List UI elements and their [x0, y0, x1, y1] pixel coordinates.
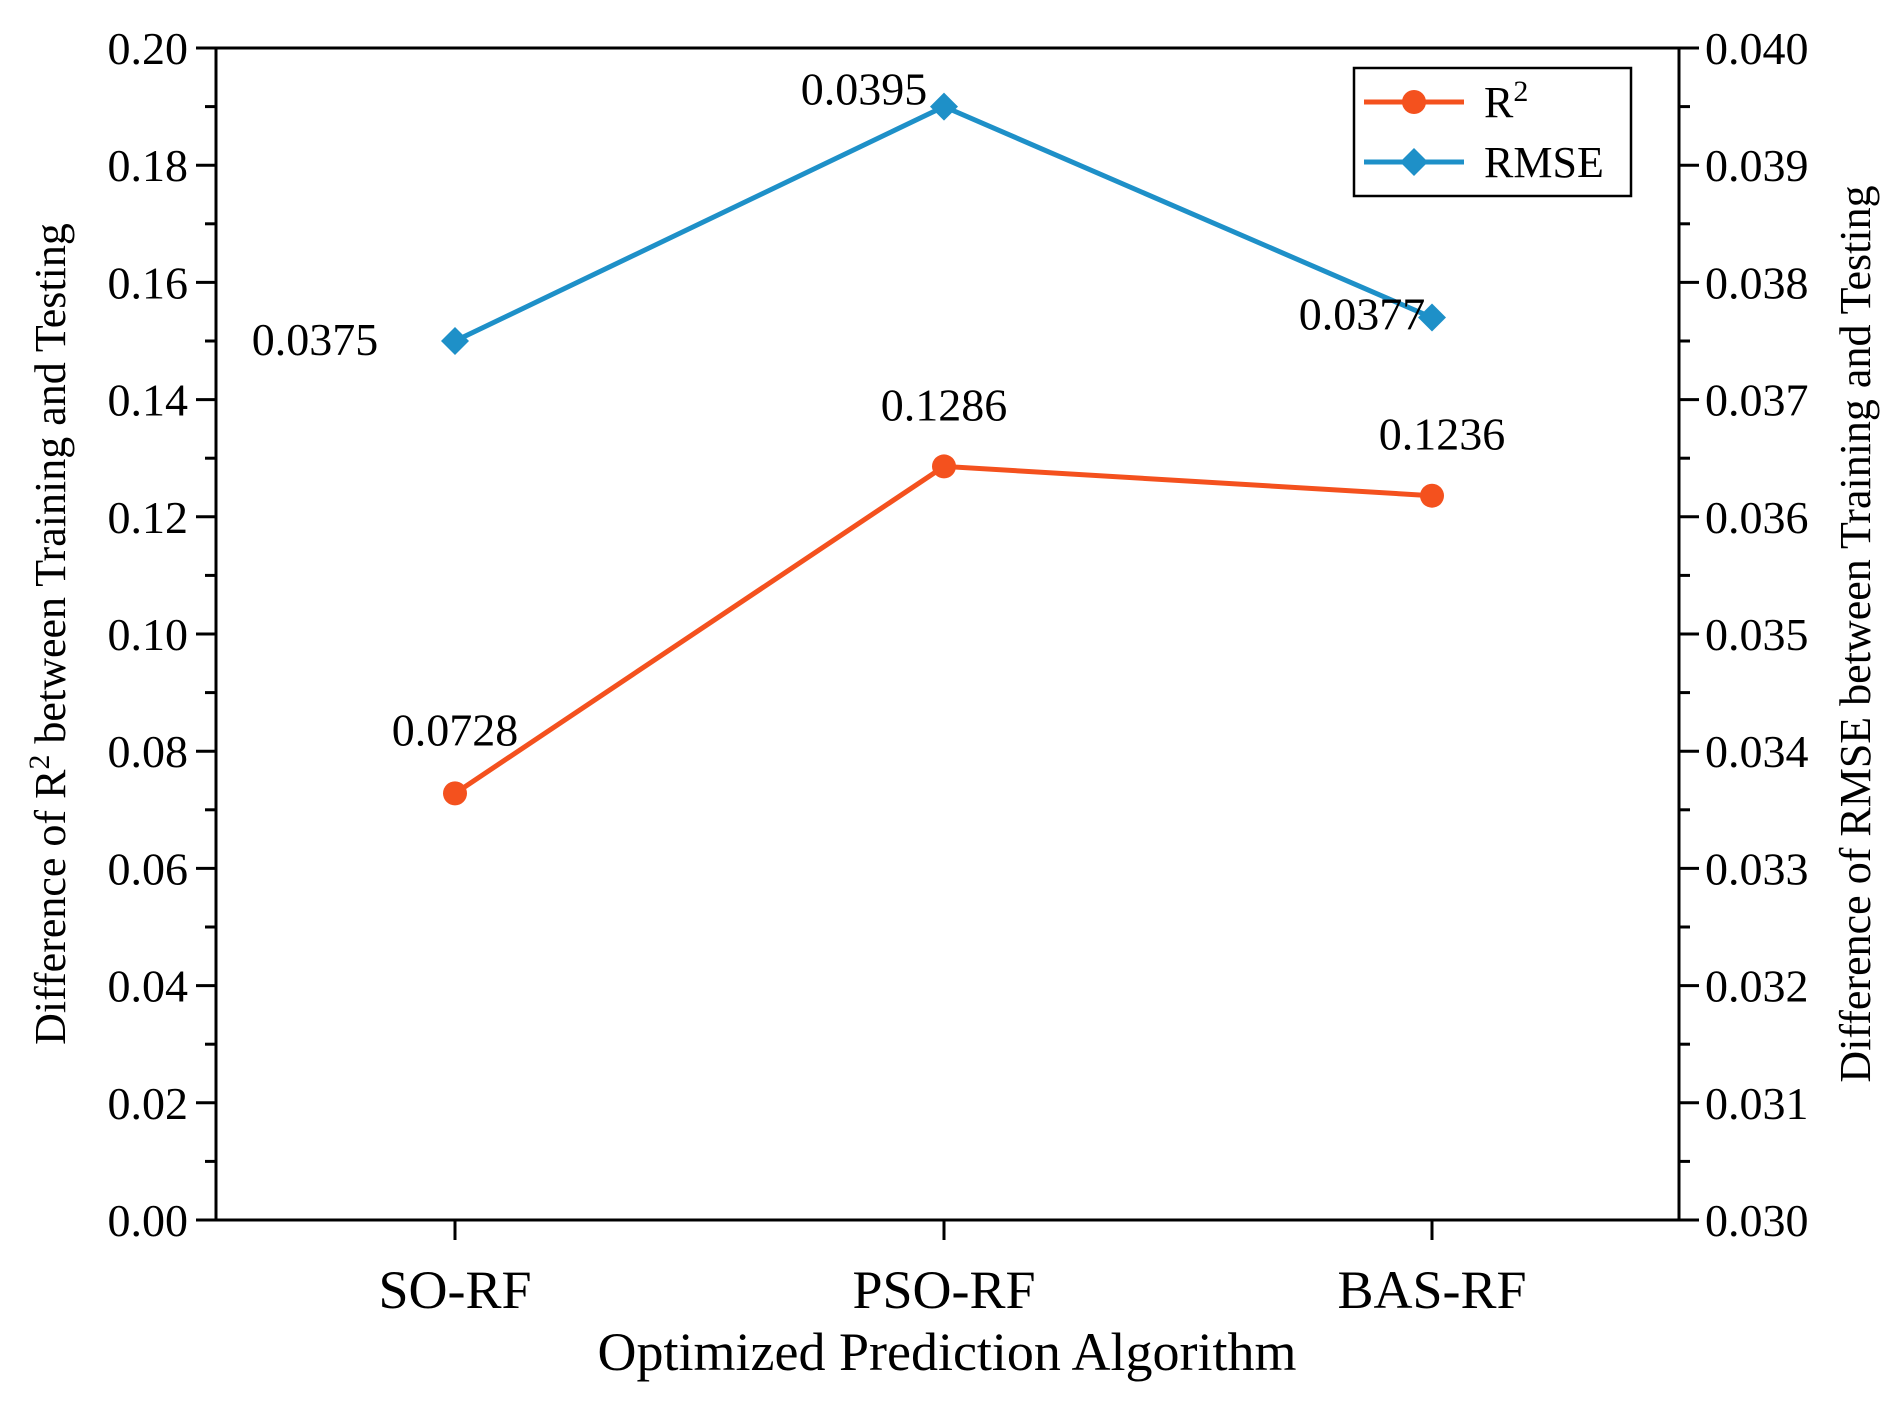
x-tick-label: PSO-RF: [852, 1260, 1035, 1320]
right-y-tick-label: 0.032: [1705, 961, 1809, 1012]
right-y-tick-label: 0.039: [1705, 140, 1809, 191]
left-y-tick-label: 0.12: [108, 492, 189, 543]
left-y-tick-label: 0.14: [108, 375, 189, 426]
left-y-axis-title: Difference of R2 between Training and Te…: [23, 223, 75, 1045]
left-y-tick-label: 0.18: [108, 140, 189, 191]
legend-label-rmse: RMSE: [1484, 138, 1604, 187]
x-tick-label: SO-RF: [378, 1260, 531, 1320]
data-label-rmse: 0.0377: [1299, 289, 1426, 340]
legend: R2 RMSE: [1352, 66, 1633, 198]
plot-frame: [214, 46, 1681, 1222]
x-tick-label: BAS-RF: [1337, 1260, 1526, 1320]
left-y-tick-label: 0.06: [108, 843, 189, 894]
data-label-r2: 0.1236: [1379, 409, 1506, 460]
right-y-tick-label: 0.036: [1705, 492, 1809, 543]
left-y-axis-title-suffix: between Training and Testing: [26, 223, 75, 754]
left-y-tick-label: 0.02: [108, 1078, 189, 1129]
data-label-rmse: 0.0375: [252, 314, 379, 365]
legend-item-r2: R2: [1364, 75, 1528, 127]
data-label-r2: 0.0728: [392, 704, 519, 755]
left-y-axis-title-prefix: Difference of R: [26, 769, 75, 1045]
legend-swatch-marker-r2: [1402, 90, 1426, 114]
right-y-axis-title: Difference of RMSE between Training and …: [1831, 185, 1880, 1082]
right-y-tick-label: 0.031: [1705, 1078, 1809, 1129]
legend-label-r2-superscript: 2: [1513, 75, 1528, 108]
legend-label-r2: R2: [1484, 75, 1528, 127]
left-y-tick-label: 0.08: [108, 726, 189, 777]
right-y-tick-label: 0.030: [1705, 1195, 1809, 1246]
data-point-r2: [443, 781, 467, 806]
left-y-axis-title-superscript: 2: [23, 755, 56, 770]
data-label-r2: 0.1286: [881, 379, 1008, 430]
legend-label-r2-base: R: [1484, 78, 1514, 127]
right-y-tick-label: 0.037: [1705, 375, 1809, 426]
legend-box: [1352, 66, 1633, 198]
axis-ticks: 0.00 0.02 0.04 0.06 0.08 0.10 0.12 0.14 0.16 0.18…: [108, 23, 1809, 1320]
left-y-tick-label: 0.20: [108, 23, 189, 74]
legend-item-rmse: RMSE: [1364, 138, 1604, 187]
left-y-tick-label: 0.00: [108, 1195, 189, 1246]
data-point-rmse: [1418, 303, 1446, 332]
right-y-tick-label: 0.035: [1705, 609, 1809, 660]
data-point-rmse: [930, 92, 958, 121]
data-point-rmse: [441, 327, 469, 355]
data-point-r2: [932, 454, 956, 479]
left-y-tick-label: 0.04: [108, 961, 189, 1012]
right-y-tick-label: 0.040: [1705, 23, 1809, 74]
data-point-r2: [1420, 483, 1444, 508]
left-y-tick-label: 0.10: [108, 609, 189, 660]
data-label-rmse: 0.0395: [801, 64, 928, 115]
left-y-tick-label: 0.16: [108, 257, 189, 308]
x-axis-title: Optimized Prediction Algorithm: [598, 1322, 1297, 1382]
right-y-tick-label: 0.038: [1705, 257, 1809, 308]
legend-swatch-marker-rmse: [1400, 148, 1428, 176]
series-layer: 0.0728 0.1286 0.1236 0.0375 0.0395 0.0377: [252, 64, 1506, 806]
right-y-tick-label: 0.033: [1705, 843, 1809, 894]
right-y-tick-label: 0.034: [1705, 726, 1809, 777]
